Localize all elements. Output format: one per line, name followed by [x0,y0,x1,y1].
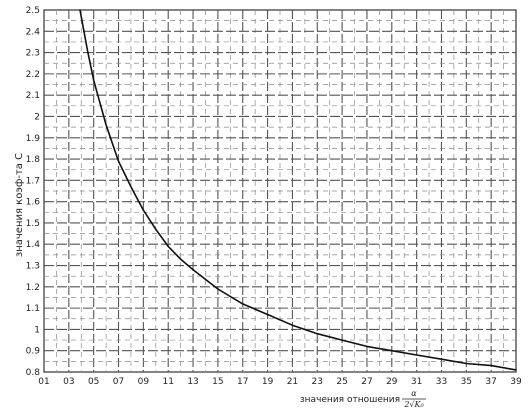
y-tick-label: 2.5 [26,6,40,16]
y-tick-label: 0.8 [26,368,41,378]
y-tick-label: 2.2 [26,70,40,80]
x-tick-label: 23 [312,377,323,387]
y-tick-label: 1.9 [26,134,41,144]
x-tick-label: 21 [287,377,298,387]
x-tick-label: 33 [436,377,447,387]
y-tick-label: 1.8 [26,155,41,165]
y-tick-label: 2.4 [26,27,41,37]
x-tick-label: 07 [113,377,124,387]
y-tick-label: 1.1 [26,304,40,314]
x-tick-labels: 01 03 05 07 09 11 13 15 17 19 21 23 25 27 29 31 33 35 37 39 [38,377,522,387]
x-tick-label: 19 [262,377,274,387]
y-tick-label: 1.2 [26,283,40,293]
x-tick-label: 35 [461,377,472,387]
x-tick-label: 17 [237,377,248,387]
series [79,9,517,371]
y-tick-labels: 0.8 0.9 1 1.1 1.2 1.3 1.4 1.5 1.6 1.7 1.8 1.9 2 2.1 2.… [26,6,41,378]
y-tick-label: 0.9 [26,347,41,357]
x-tick-label: 11 [162,377,173,387]
series-line [79,9,517,371]
y-tick-label: 1 [34,325,40,335]
x-tick-label: 29 [386,377,398,387]
x-tick-label: 01 [38,377,49,387]
x-tick-label: 15 [212,377,223,387]
y-tick-label: 1.5 [26,219,40,229]
y-tick-label: 1.3 [26,262,40,272]
x-tick-label: 37 [485,377,496,387]
x-tick-label: 03 [63,377,74,387]
x-axis-label: значения отношения [300,395,400,405]
x-tick-label: 09 [138,377,150,387]
x-tick-label: 27 [361,377,372,387]
y-tick-label: 2.1 [26,91,40,101]
y-tick-label: 2.3 [26,49,40,59]
grid [43,9,517,373]
x-tick-label: 31 [411,377,422,387]
x-axis-label-numerator: α [411,389,417,398]
x-axis-label-denominator: 2√K₀ [403,400,424,409]
x-tick-label: 25 [336,377,347,387]
x-tick-label: 13 [187,377,198,387]
y-tick-label: 1.6 [26,198,41,208]
y-tick-label: 1.7 [26,176,40,186]
y-axis-label: значения коэф-та C [14,153,25,257]
x-tick-label: 39 [510,377,522,387]
y-tick-label: 2 [34,112,40,122]
x-tick-label: 05 [88,377,99,387]
y-tick-label: 1.4 [26,240,41,250]
